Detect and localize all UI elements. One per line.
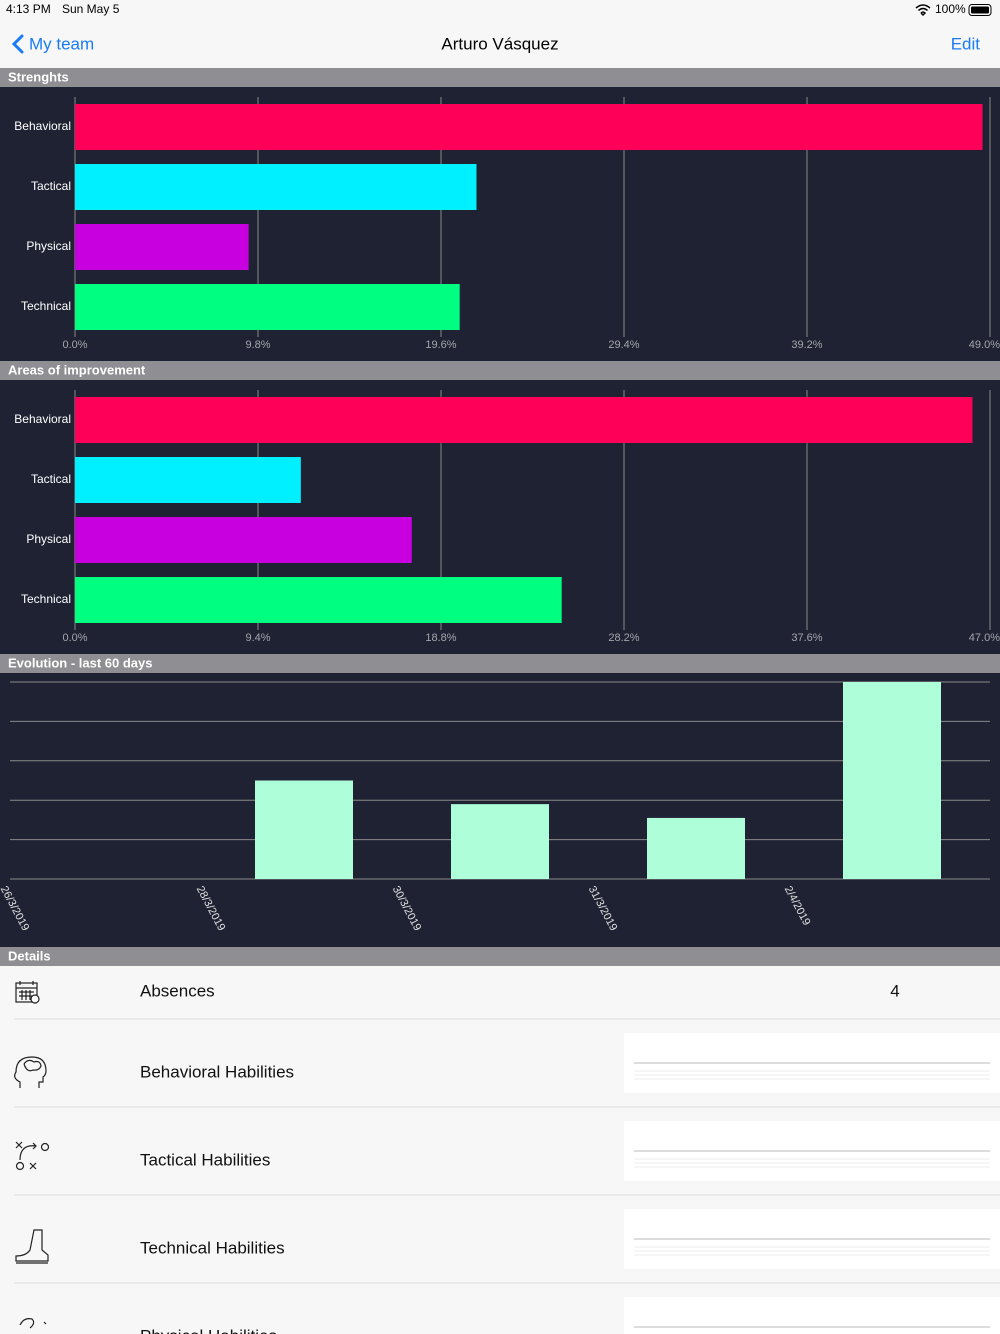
tactics-circle (40, 1142, 50, 1152)
calendar-icon (15, 982, 38, 1003)
category-label: Behavioral (14, 412, 71, 426)
section-header (0, 947, 1000, 966)
muscle-icon (19, 1318, 47, 1329)
bar (255, 780, 353, 879)
category-label: Technical (21, 299, 71, 313)
status-battery: 100% (935, 2, 966, 16)
bar (647, 817, 745, 879)
tactics-circle (15, 1161, 25, 1171)
details-list: Absences 4 Behavioral Habilities Tactical H… (14, 981, 1000, 1334)
section-header (0, 361, 1000, 380)
x-tick-label: 39.2% (791, 339, 822, 351)
bar (451, 804, 549, 879)
back-chevron[interactable] (11, 34, 24, 54)
row-label[interactable]: Physical Habilities (140, 1326, 277, 1334)
nav-title: Arturo Vásquez (441, 34, 558, 53)
category-label: Technical (21, 592, 71, 606)
x-tick-label: 9.4% (245, 632, 270, 644)
x-tick-label: 0.0% (62, 632, 87, 644)
bar (75, 457, 301, 503)
boot-icon (15, 1229, 49, 1264)
wifi-icon (915, 4, 931, 17)
battery-level (971, 6, 989, 14)
row-label[interactable]: Tactical Habilities (140, 1150, 270, 1169)
x-tick-label: 29.4% (608, 339, 639, 351)
status-date: Sun May 5 (62, 2, 120, 16)
brain-icon (23, 1059, 42, 1072)
category-label: Physical (26, 532, 71, 546)
section-header (0, 654, 1000, 673)
x-tick-label: 0.0% (62, 339, 87, 351)
row-label[interactable]: Behavioral Habilities (140, 1062, 294, 1081)
x-tick-label: 9.8% (245, 339, 270, 351)
charts: Strenghts 0.0% 9.8% 19.6% 29.4% 39.2% 49.0% Beh… (0, 68, 1000, 947)
status-time: 4:13 PM (6, 2, 51, 16)
section-title: Strenghts (8, 69, 69, 84)
sparkline-box (624, 1297, 1000, 1334)
back-button[interactable]: My team (29, 34, 94, 53)
category-label: Behavioral (14, 119, 71, 133)
top-bar (0, 0, 1000, 68)
row-label[interactable]: Absences (140, 981, 215, 1000)
bar (75, 164, 477, 210)
section-title: Details (8, 948, 51, 963)
bar (75, 397, 973, 443)
x-tick-label: 18.8% (425, 632, 456, 644)
bar (75, 517, 412, 563)
edit-button[interactable]: Edit (951, 34, 981, 53)
tactics-icon (15, 1141, 37, 1170)
category-label: Tactical (31, 472, 71, 486)
calendar-grid (16, 981, 37, 1000)
x-tick-label: 47.0% (969, 632, 1000, 644)
battery-icon (968, 4, 992, 16)
section-title: Evolution - last 60 days (8, 655, 153, 670)
category-label: Physical (26, 239, 71, 253)
section-header (0, 68, 1000, 87)
x-tick-label: 19.6% (425, 339, 456, 351)
bar (75, 284, 460, 330)
x-tick-label: 49.0% (969, 339, 1000, 351)
category-label: Tactical (31, 179, 71, 193)
section-title: Areas of improvement (8, 362, 146, 377)
bar (75, 224, 249, 270)
x-tick-label: 37.6% (791, 632, 822, 644)
icons (14, 981, 50, 1329)
bar (75, 577, 562, 623)
row-value: 4 (890, 981, 899, 1000)
calendar-check (30, 994, 40, 1004)
bar (75, 104, 983, 150)
bar (843, 682, 941, 879)
head-icon (14, 1056, 47, 1088)
row-label[interactable]: Technical Habilities (140, 1238, 285, 1257)
x-tick-label: 28.2% (608, 632, 639, 644)
